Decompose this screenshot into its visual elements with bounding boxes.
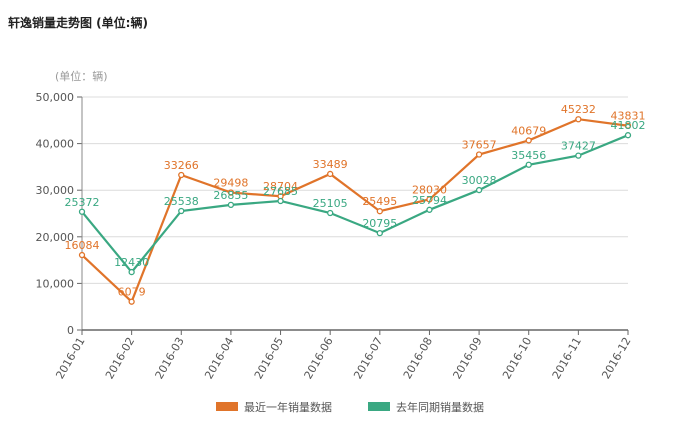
data-label: 43831 (611, 110, 646, 123)
x-tick-label: 2016-08 (401, 335, 435, 381)
data-label: 35456 (511, 149, 546, 162)
legend-label[interactable]: 最近一年销量数据 (244, 400, 332, 414)
data-label: 27685 (263, 185, 298, 198)
data-point[interactable] (376, 229, 383, 237)
data-label: 45232 (561, 103, 596, 116)
data-point[interactable] (575, 116, 582, 123)
x-tick-label: 2016-11 (550, 335, 584, 381)
data-label: 25538 (164, 195, 199, 208)
data-point[interactable] (475, 151, 483, 158)
data-label: 25372 (65, 196, 100, 209)
data-point[interactable] (426, 196, 433, 203)
data-label: 28704 (263, 180, 298, 193)
series-recent-year-line (81, 118, 629, 304)
y-tick-label: 0 (67, 324, 74, 337)
data-point[interactable] (327, 170, 334, 178)
data-label: 37657 (462, 139, 497, 152)
y-tick-label: 40,000 (36, 138, 75, 151)
y-tick-label: 50,000 (36, 91, 75, 104)
data-point[interactable] (327, 209, 334, 217)
data-label: 29498 (213, 177, 248, 190)
data-label: 40679 (511, 124, 546, 137)
data-label: 25495 (362, 195, 397, 208)
data-label: 12430 (114, 256, 149, 269)
data-label: 25105 (313, 197, 348, 210)
data-point[interactable] (227, 189, 235, 196)
data-label: 16084 (65, 239, 100, 252)
x-tick-label: 2016-02 (103, 335, 137, 381)
series-last-year-line (81, 134, 629, 274)
y-tick-label: 20,000 (36, 231, 75, 244)
x-tick-label: 2016-06 (302, 335, 336, 381)
data-point[interactable] (475, 186, 483, 194)
data-point[interactable] (624, 122, 632, 129)
legend-swatch[interactable] (216, 402, 238, 411)
data-label: 6079 (118, 286, 146, 299)
data-label: 28030 (412, 183, 447, 196)
chart-title: 轩逸销量走势图 (单位:辆) (8, 16, 148, 30)
data-point[interactable] (128, 268, 135, 276)
data-point[interactable] (78, 208, 86, 215)
x-tick-label: 2016-10 (500, 335, 534, 381)
data-point[interactable] (426, 206, 433, 213)
data-point[interactable] (178, 207, 185, 215)
data-label: 33489 (313, 158, 348, 171)
data-point[interactable] (525, 137, 532, 144)
data-label: 25794 (412, 194, 447, 207)
data-point[interactable] (78, 251, 86, 259)
x-tick-label: 2016-09 (450, 335, 484, 381)
y-unit-label: (单位：辆) (55, 69, 108, 83)
data-label: 26855 (213, 189, 248, 202)
y-tick-label: 10,000 (36, 277, 75, 290)
data-point[interactable] (277, 197, 284, 205)
y-tick-label: 30,000 (36, 184, 75, 197)
data-point[interactable] (575, 152, 582, 159)
data-point[interactable] (376, 208, 383, 215)
data-label: 37427 (561, 140, 596, 153)
x-tick-label: 2016-03 (153, 335, 187, 381)
data-point[interactable] (227, 201, 235, 209)
x-tick-label: 2016-07 (351, 335, 385, 381)
legend-label[interactable]: 去年同期销量数据 (396, 400, 484, 414)
data-point[interactable] (178, 171, 185, 179)
data-label: 33266 (164, 159, 199, 172)
data-point[interactable] (128, 298, 135, 305)
data-label: 41802 (611, 119, 646, 132)
data-label: 20795 (362, 217, 397, 230)
x-tick-label: 2016-12 (599, 335, 633, 381)
x-tick-label: 2016-05 (252, 335, 286, 381)
data-label: 30028 (462, 174, 497, 187)
data-point[interactable] (525, 161, 532, 168)
x-tick-label: 2016-04 (202, 335, 236, 381)
x-tick-label: 2016-01 (53, 335, 87, 381)
data-point[interactable] (624, 132, 632, 139)
legend-swatch[interactable] (368, 402, 390, 411)
